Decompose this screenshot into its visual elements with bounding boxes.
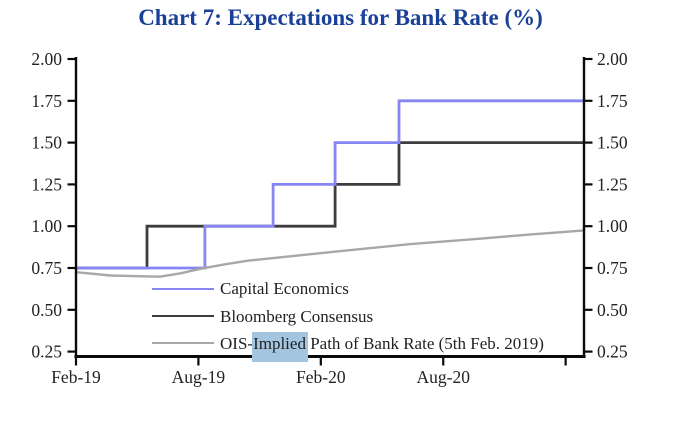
y-axis-tick-label-left: 1.25 <box>31 174 62 194</box>
y-axis-tick-label-left: 0.75 <box>31 258 62 278</box>
legend-label-ois-suffix: Path of Bank Rate (5th Feb. 2019) <box>305 333 544 353</box>
legend-label-ois-prefix: OIS- <box>220 333 254 353</box>
capital-economics-line-sample <box>152 287 214 290</box>
y-axis-tick-label-right: 2.00 <box>597 49 628 69</box>
legend-label-bloomberg-consensus: Bloomberg Consensus <box>220 306 374 326</box>
legend-item-ois-implied-path: OIS-Implied Path of Bank Rate (5th Feb. … <box>152 330 544 362</box>
x-axis-tick-label: Feb-20 <box>296 367 346 387</box>
y-axis-tick-label-right: 1.25 <box>597 174 628 194</box>
y-axis-tick-label-right: 0.50 <box>597 300 628 320</box>
y-axis-tick-label-left: 0.25 <box>31 342 62 362</box>
legend-label-capital-economics: Capital Economics <box>220 279 349 299</box>
y-axis-tick-label-left: 1.50 <box>31 133 62 153</box>
ois-series-line <box>75 229 585 278</box>
bloomberg-series-line <box>76 141 584 270</box>
y-axis-tick-label-right: 1.75 <box>597 91 628 111</box>
y-axis-tick-label-right: 0.25 <box>597 342 628 362</box>
y-axis-tick-label-right: 1.50 <box>597 133 628 153</box>
ois-implied-line-sample <box>152 342 214 345</box>
x-axis-tick-label: Aug-20 <box>416 367 470 387</box>
legend-label-ois-highlighted-word: Implied <box>252 331 308 362</box>
x-axis-tick-label: Feb-19 <box>51 367 101 387</box>
capital-series-line <box>76 99 584 270</box>
y-axis-tick-label-left: 1.00 <box>31 216 62 236</box>
x-axis-tick-label: Aug-19 <box>172 367 226 387</box>
y-axis-tick-label-right: 0.75 <box>597 258 628 278</box>
y-axis-tick-label-left: 0.50 <box>31 300 62 320</box>
chart-legend: Capital Economics Bloomberg Consensus OI… <box>152 275 544 362</box>
legend-item-capital-economics: Capital Economics <box>152 275 544 302</box>
chart-title: Chart 7: Expectations for Bank Rate (%) <box>138 5 543 30</box>
y-axis-tick-label-right: 1.00 <box>597 216 628 236</box>
y-axis-tick-label-left: 1.75 <box>31 91 62 111</box>
y-axis-tick-label-left: 2.00 <box>31 49 62 69</box>
legend-item-bloomberg-consensus: Bloomberg Consensus <box>152 302 544 329</box>
bloomberg-consensus-line-sample <box>152 315 214 318</box>
